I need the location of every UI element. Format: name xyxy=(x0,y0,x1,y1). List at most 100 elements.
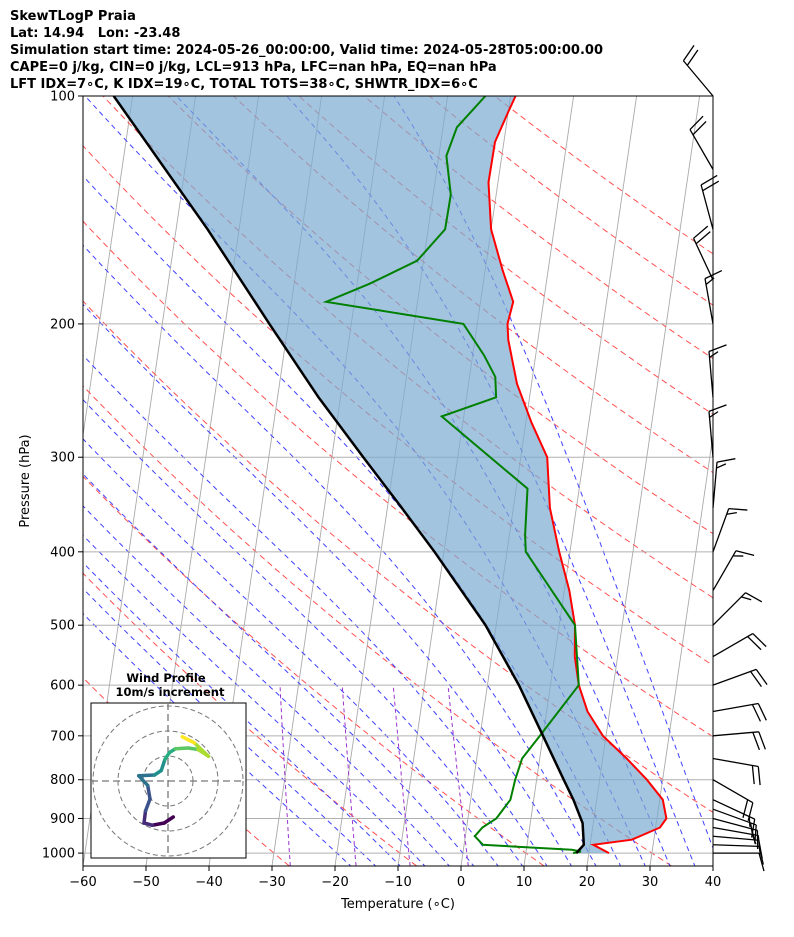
barb-flag xyxy=(686,49,699,66)
barb-flag xyxy=(752,732,761,751)
hodograph-inset xyxy=(90,702,247,859)
hodograph-segment xyxy=(159,757,167,773)
barb-flag xyxy=(757,703,767,721)
y-tick-label: 900 xyxy=(50,812,75,827)
dry-adiabat-line xyxy=(83,220,713,738)
barb-flag xyxy=(747,802,754,821)
barb-flag xyxy=(742,799,749,818)
hodograph-segment xyxy=(192,741,211,758)
wind-barb xyxy=(689,115,714,170)
barb-shaft xyxy=(712,668,757,686)
wind-barb xyxy=(712,668,768,688)
wind-barb xyxy=(682,44,714,97)
mixing-ratio-line xyxy=(341,685,357,866)
axes: −60 −50 −40 −30 −20 −10 0 10 20 30 40 100 200 300 400 5… xyxy=(42,90,721,891)
barb-shaft xyxy=(712,702,759,713)
wind-barb xyxy=(712,550,755,591)
moist-adiabat-line xyxy=(83,473,475,866)
barb-shaft xyxy=(712,757,759,768)
dry-adiabat-line xyxy=(233,96,713,474)
chart-header: SkewTLogP Praia Lat: 14.94 Lon: -23.48 Sim… xyxy=(10,8,603,93)
barb-shaft xyxy=(712,731,759,737)
inset-title: Wind Profile xyxy=(126,671,206,685)
x-tick-label: −60 xyxy=(69,875,96,890)
barb-flag xyxy=(708,344,727,353)
barb-shaft xyxy=(704,278,714,325)
x-tick-label: −20 xyxy=(321,875,348,890)
barb-flag xyxy=(741,596,752,601)
wind-barb xyxy=(712,507,748,553)
y-tick-label: 100 xyxy=(50,90,75,105)
dewpoint-line xyxy=(322,96,582,855)
barb-flag xyxy=(751,765,755,785)
chart-title: SkewTLogP Praia xyxy=(10,9,136,24)
wind-barb xyxy=(700,174,720,230)
wind-barb xyxy=(712,592,763,626)
y-tick-label: 500 xyxy=(50,619,75,634)
wind-barb xyxy=(712,458,736,508)
barb-flag xyxy=(757,766,761,786)
barb-flag xyxy=(709,351,719,358)
inset-subtitle: 10m/s increment xyxy=(116,685,225,699)
isotherm-line xyxy=(83,96,134,439)
moist-adiabat-line xyxy=(83,587,377,866)
moist-adiabat-line xyxy=(83,175,622,866)
wind-barb xyxy=(712,702,767,722)
barb-flag xyxy=(758,852,765,872)
isotherm-line xyxy=(712,862,713,866)
wind-barb xyxy=(713,852,765,872)
moist-adiabat-line xyxy=(83,534,426,866)
y-tick-label: 600 xyxy=(50,679,75,694)
barb-flag xyxy=(726,511,737,515)
x-tick-label: 40 xyxy=(705,875,722,890)
y-tick-label: 400 xyxy=(50,545,75,560)
moist-adiabat-line xyxy=(83,398,524,866)
moist-adiabat-line xyxy=(83,612,352,866)
wind-barb xyxy=(712,731,766,751)
y-axis-label: Pressure (hPa) xyxy=(18,434,33,527)
barb-shaft xyxy=(712,835,759,841)
barb-flag xyxy=(749,822,753,834)
moist-adiabat-line xyxy=(83,354,548,866)
barb-shaft xyxy=(712,817,758,831)
y-tick-label: 700 xyxy=(50,729,75,744)
x-tick-label: −30 xyxy=(258,875,285,890)
barb-flag xyxy=(700,174,718,186)
wind-barb xyxy=(712,632,767,658)
barb-flag xyxy=(702,180,720,192)
moist-adiabat-line xyxy=(393,96,713,850)
barb-shaft xyxy=(712,844,759,848)
barb-flag xyxy=(716,458,736,463)
wind-barb xyxy=(692,225,714,281)
barb-flag xyxy=(716,463,727,469)
y-tick-label: 300 xyxy=(50,451,75,466)
wind-barb xyxy=(712,757,761,786)
barb-flag xyxy=(695,231,711,245)
time-line: Simulation start time: 2024-05-26_00:00:… xyxy=(10,43,603,58)
barb-flag xyxy=(750,671,762,688)
barb-shaft xyxy=(708,351,714,398)
x-tick-label: 0 xyxy=(457,875,465,890)
barb-shaft xyxy=(689,129,714,170)
wind-barb xyxy=(708,344,727,398)
barb-flag xyxy=(693,225,709,239)
barb-flag xyxy=(735,550,755,557)
barb-shaft xyxy=(712,799,755,820)
x-tick-label: 30 xyxy=(642,875,659,890)
isotherm-line xyxy=(649,432,713,866)
temperature-line xyxy=(487,96,668,854)
hodograph-segment xyxy=(173,746,190,751)
y-tick-label: 200 xyxy=(50,317,75,332)
barb-flag xyxy=(750,819,756,838)
barb-shaft xyxy=(712,632,754,658)
hodograph-segment xyxy=(142,809,148,825)
barb-flag xyxy=(709,411,719,418)
parcel-profile-line xyxy=(112,96,586,854)
barb-shaft xyxy=(712,508,730,553)
barb-flag xyxy=(704,269,723,280)
barb-shaft xyxy=(708,411,714,458)
barb-shaft xyxy=(712,462,718,508)
location-line: Lat: 14.94 Lon: -23.48 xyxy=(10,26,181,41)
moist-adiabat-line xyxy=(286,96,696,866)
